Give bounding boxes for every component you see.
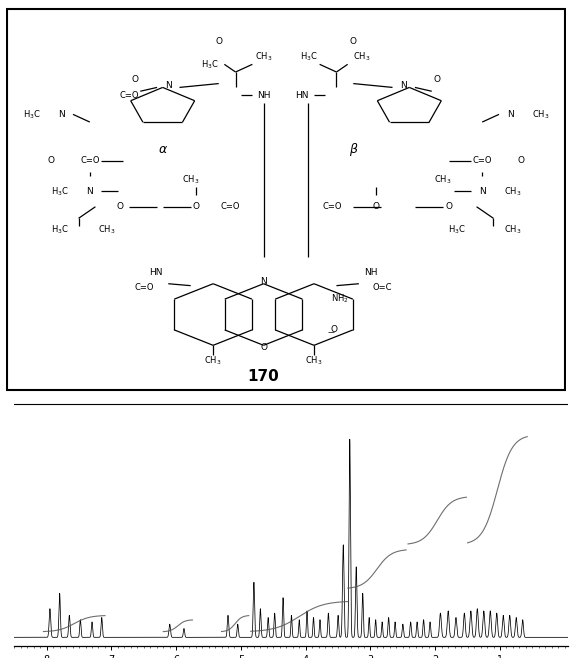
Text: NH: NH (364, 268, 378, 276)
Text: CH$_3$: CH$_3$ (255, 51, 272, 63)
Text: O: O (518, 156, 525, 165)
Text: HN: HN (149, 268, 162, 276)
Text: CH$_3$: CH$_3$ (434, 174, 452, 186)
Text: N: N (479, 187, 486, 196)
Text: NH$_2$: NH$_2$ (331, 293, 348, 305)
Text: CH$_3$: CH$_3$ (305, 355, 323, 367)
Text: C=O: C=O (323, 202, 342, 211)
Text: C=O: C=O (120, 91, 139, 99)
Text: N: N (165, 81, 172, 90)
Text: CH$_3$: CH$_3$ (504, 185, 522, 197)
Text: CH$_3$: CH$_3$ (532, 108, 550, 120)
Text: H$_3$C: H$_3$C (50, 224, 69, 236)
Text: N: N (58, 110, 65, 119)
Text: CH$_3$: CH$_3$ (504, 224, 522, 236)
Text: H$_3$C: H$_3$C (300, 51, 317, 63)
Text: N: N (400, 81, 407, 90)
Text: 170: 170 (248, 368, 280, 384)
Text: H$_3$C: H$_3$C (201, 58, 219, 70)
Text: HN: HN (295, 91, 308, 99)
Text: H$_3$C: H$_3$C (22, 108, 41, 120)
Text: O: O (47, 156, 54, 165)
Text: C=O: C=O (472, 156, 492, 165)
Text: N: N (260, 277, 267, 286)
Text: O: O (117, 202, 124, 211)
Text: CH$_3$: CH$_3$ (182, 174, 200, 186)
Text: α: α (158, 143, 167, 155)
Text: H$_3$C: H$_3$C (50, 185, 69, 197)
Text: CH$_3$: CH$_3$ (204, 355, 222, 367)
Text: O=C: O=C (373, 283, 392, 292)
Text: H$_3$C: H$_3$C (447, 224, 466, 236)
Text: N: N (507, 110, 514, 119)
Text: C=O: C=O (220, 202, 240, 211)
Text: β: β (349, 143, 358, 155)
Text: O: O (372, 202, 379, 211)
Text: NH: NH (257, 91, 271, 99)
Text: O: O (434, 75, 441, 84)
Text: N: N (86, 187, 93, 196)
Text: O: O (260, 343, 267, 352)
Text: C=O: C=O (135, 283, 154, 292)
FancyBboxPatch shape (7, 9, 565, 390)
Text: O: O (349, 37, 357, 45)
Text: O: O (131, 75, 138, 84)
Text: O: O (215, 37, 223, 45)
Text: CH$_3$: CH$_3$ (353, 51, 371, 63)
Text: O: O (445, 202, 452, 211)
Text: O: O (193, 202, 200, 211)
Text: O: O (331, 326, 338, 334)
Text: CH$_3$: CH$_3$ (98, 224, 116, 236)
Text: C=O: C=O (80, 156, 100, 165)
